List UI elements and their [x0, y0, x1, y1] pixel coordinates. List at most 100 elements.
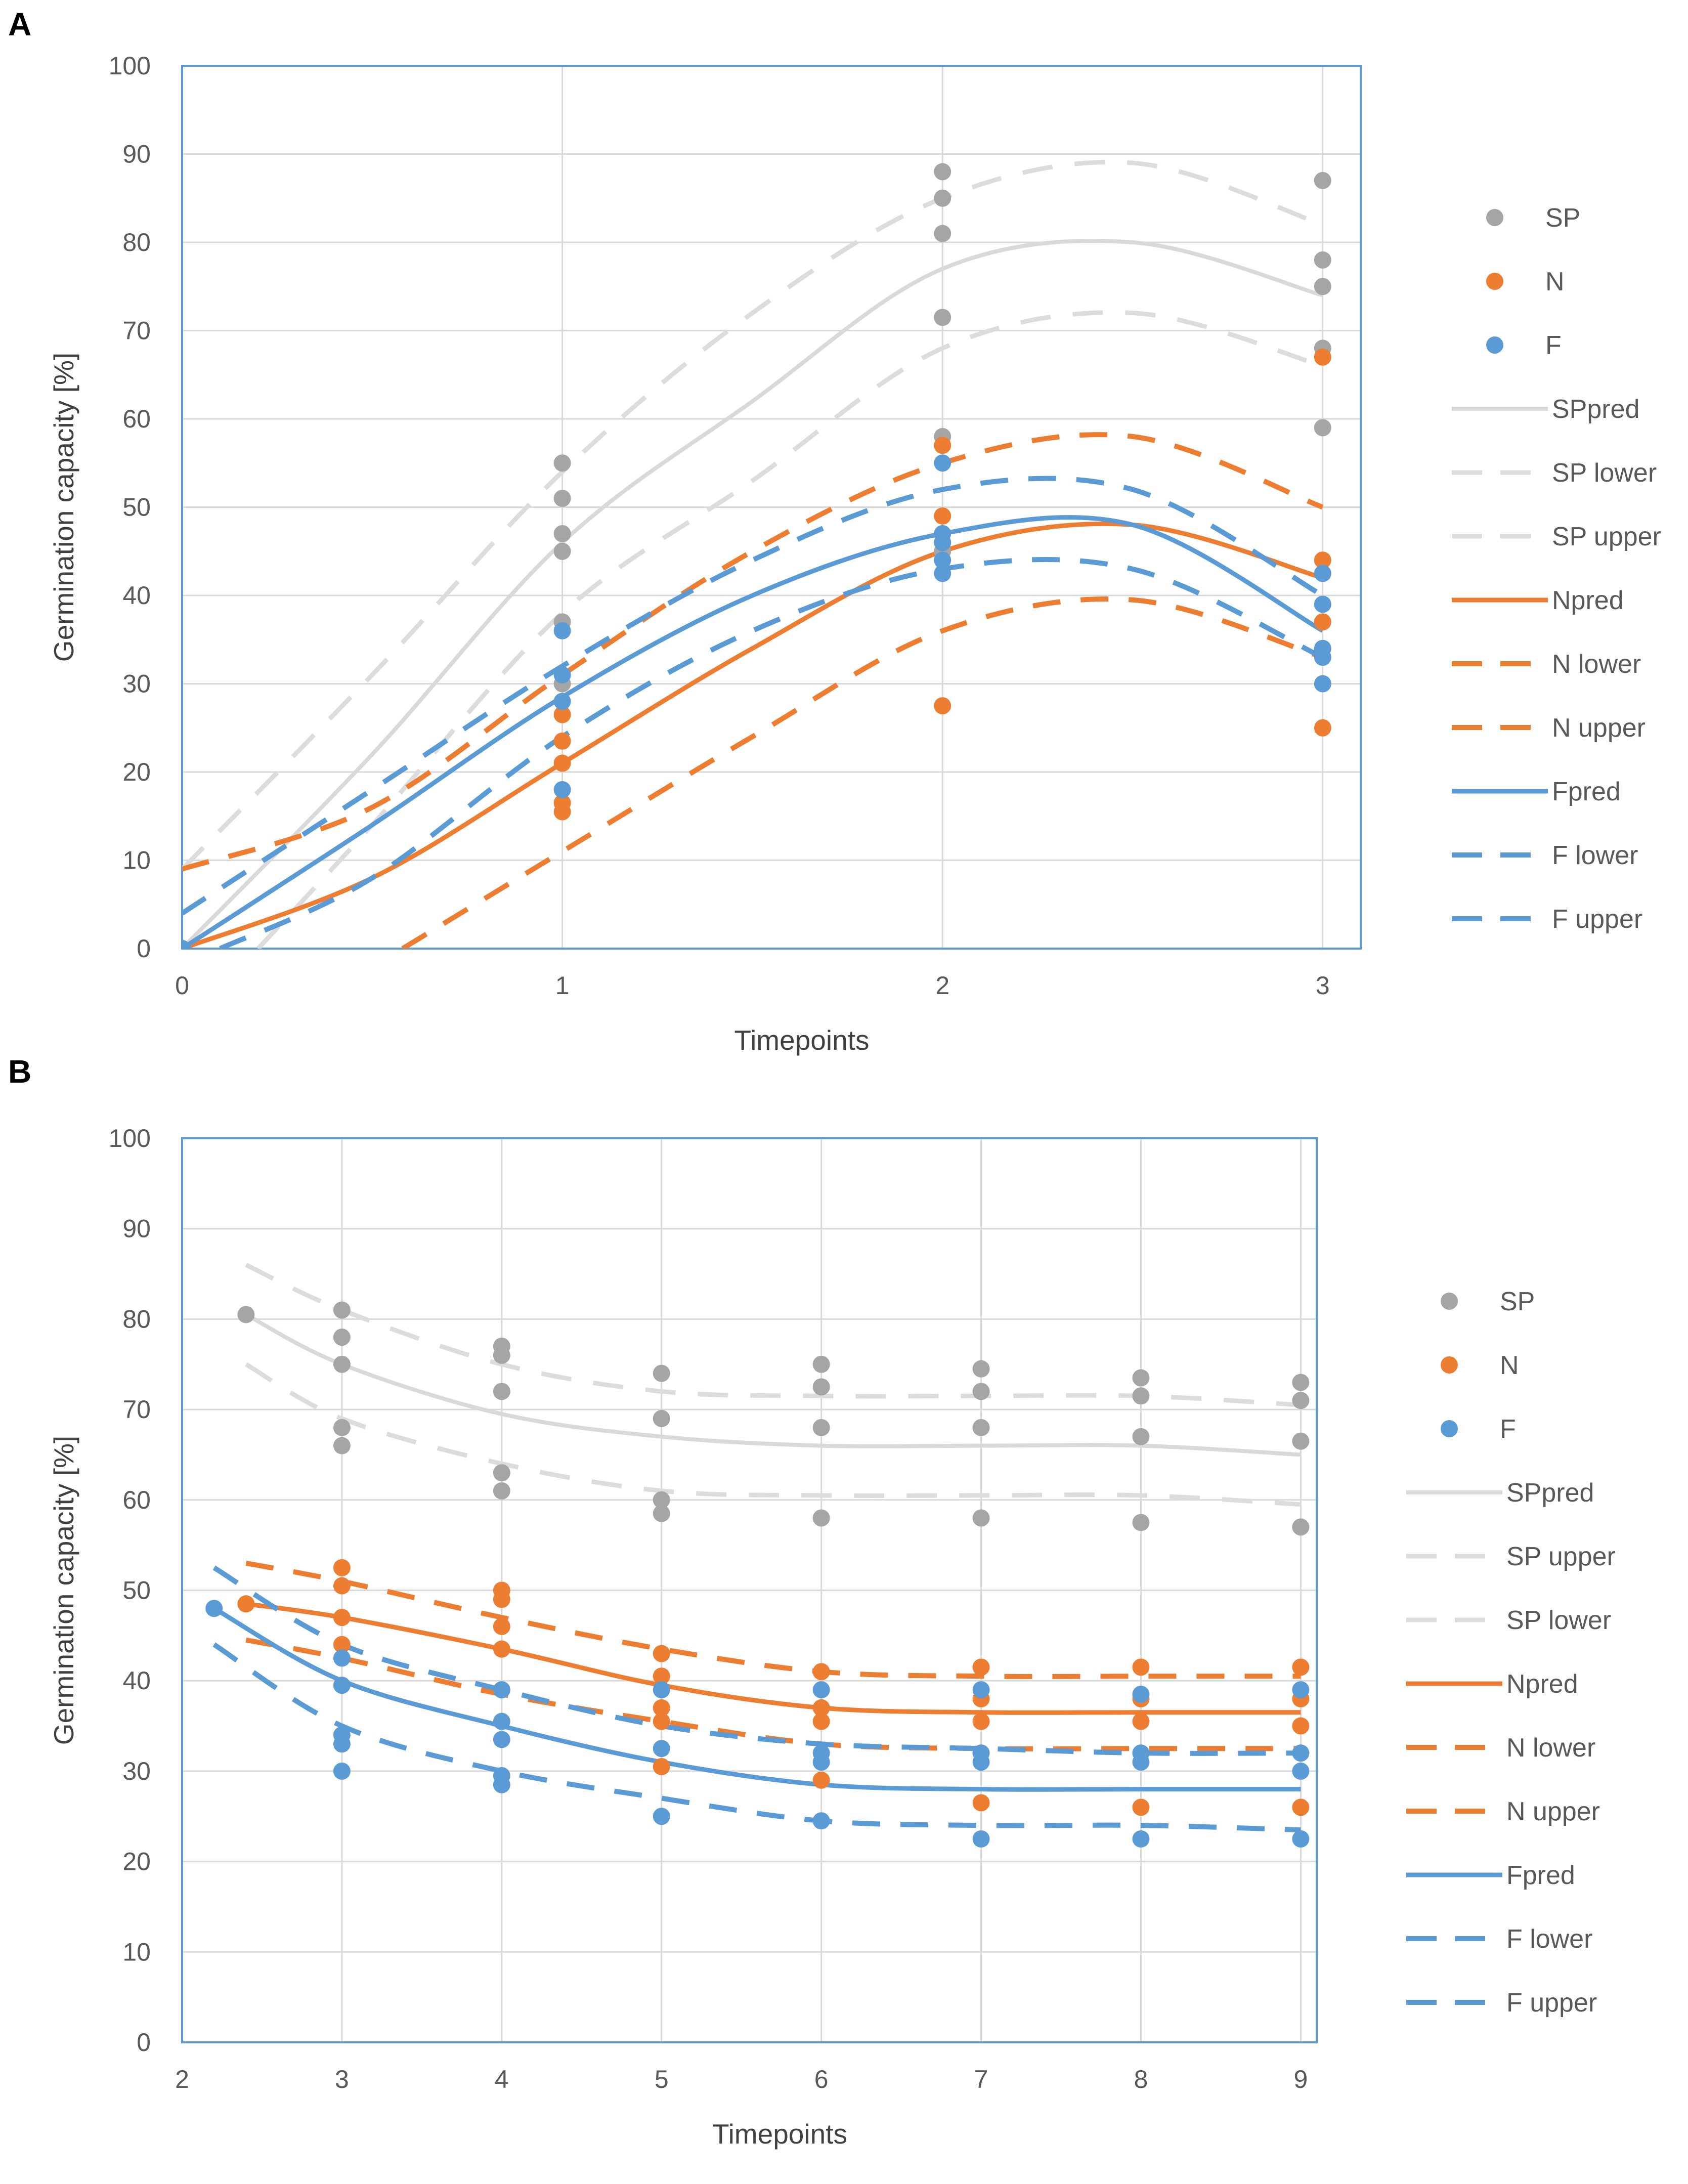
panel-b-legend-label-f: F [1500, 1415, 1516, 1444]
panel-a-point-f [1314, 595, 1331, 613]
panel-a-point-f [934, 534, 951, 551]
panel-b-y-tick-label: 40 [122, 1666, 151, 1695]
panel-a-y-tick-label: 90 [122, 140, 151, 168]
panel-a-point-sp [934, 189, 951, 207]
panel-b-point-f [653, 1808, 670, 1825]
panel-b-point-n [1132, 1712, 1150, 1730]
panel-a-legend-label-sp-upper: SP upper [1552, 522, 1661, 551]
panel-b-legend-label-n-upper: N upper [1506, 1797, 1600, 1826]
panel-a-point-n [553, 803, 571, 821]
panel-b-point-f [333, 1735, 351, 1753]
panel-b-point-n [333, 1559, 351, 1576]
panel-b-point-n [653, 1758, 670, 1775]
panel-a-point-sp [934, 309, 951, 326]
panel-b-legend-label-sppred: SPpred [1506, 1478, 1594, 1508]
panel-b-point-n [333, 1609, 351, 1626]
panel-b-point-f [493, 1681, 510, 1699]
panel-b-point-n [333, 1636, 351, 1653]
panel-b-line-sppred [245, 1312, 1301, 1457]
panel-b-y-tick-label: 30 [122, 1757, 151, 1785]
panel-b-point-f [1292, 1681, 1310, 1699]
panel-b-point-n [972, 1794, 990, 1812]
panel-b-point-f [1292, 1744, 1310, 1762]
panel-a-legend-marker-n [1486, 273, 1503, 290]
panel-b-x-axis-label: Timepoints [712, 2118, 847, 2150]
panel-b-legend-label-sp-upper: SP upper [1506, 1542, 1616, 1571]
panel-b-point-sp [972, 1419, 990, 1436]
panel-a-point-f [553, 622, 571, 639]
panel-b-plot-frame [181, 1137, 1318, 2043]
panel-a-y-tick-label: 80 [122, 228, 151, 256]
panel-a-point-n [1314, 551, 1331, 569]
panel-a-point-f [1314, 649, 1331, 666]
panel-a-legend-label-npred: Npred [1552, 586, 1624, 615]
panel-a-letter: A [8, 6, 31, 42]
panel-a-legend-label-sp: SP [1545, 203, 1580, 233]
panel-b-legend-label-f-upper: F upper [1506, 1988, 1597, 2018]
panel-b-point-n [812, 1771, 830, 1789]
panel-a-line-n-lower [401, 596, 1324, 949]
panel-b-legend-marker-sp [1441, 1293, 1458, 1310]
panel-b-point-sp [812, 1509, 830, 1527]
panel-b-point-sp [493, 1383, 510, 1400]
panel-b-plot-area [205, 1263, 1310, 1848]
panel-a-point-sp [553, 490, 571, 507]
panel-b-y-tick-label: 70 [122, 1395, 151, 1424]
panel-a-line-f-lower [219, 557, 1324, 949]
panel-b-point-n [653, 1712, 670, 1730]
panel-a-point-f [553, 781, 571, 798]
panel-b-point-f [653, 1681, 670, 1699]
panel-b-point-f [1292, 1762, 1310, 1780]
panel-b-point-n [333, 1577, 351, 1595]
panel-a-point-n [553, 754, 571, 772]
chart-panel-b: 0 10 20 30 40 50 60 70 80 90 100 2 3 4 5 6 7 8 9 Timepoints… [48, 1124, 1616, 2150]
panel-b-point-n [1292, 1717, 1310, 1735]
panel-b-point-sp [1132, 1387, 1150, 1405]
panel-a-legend-label-n: N [1545, 267, 1565, 296]
panel-a-point-f [1314, 565, 1331, 582]
panel-b-point-f [493, 1776, 510, 1793]
panel-b-point-f [972, 1753, 990, 1771]
panel-a-point-n [934, 437, 951, 454]
panel-b-x-tick-label: 3 [335, 2065, 349, 2093]
panel-b-line-n-upper [245, 1560, 1301, 1679]
panel-b-line-sp-lower [245, 1362, 1301, 1507]
panel-b-point-f [333, 1677, 351, 1694]
panel-a-plot-frame [181, 65, 1362, 950]
panel-a-line-sp-upper [182, 159, 1324, 871]
panel-a-x-tick-label: 2 [935, 971, 949, 1000]
panel-b-point-sp [1292, 1392, 1310, 1409]
panel-b-point-n [1292, 1798, 1310, 1816]
panel-b-line-f-upper [212, 1565, 1301, 1756]
panel-b-x-tick-label: 4 [495, 2065, 509, 2093]
panel-a-point-sp [553, 454, 571, 472]
panel-b-point-n [812, 1712, 830, 1730]
panel-b-legend-label-fpred: Fpred [1506, 1861, 1575, 1890]
panel-b-point-n [493, 1617, 510, 1635]
panel-b-point-n [1132, 1798, 1150, 1816]
panel-a-point-sp [553, 525, 571, 542]
panel-a-y-tick-label: 50 [122, 493, 151, 522]
panel-b-point-n [972, 1712, 990, 1730]
panel-a-point-n [553, 706, 571, 723]
panel-b-point-sp [1132, 1369, 1150, 1387]
panel-a-line-n-upper [182, 432, 1324, 872]
panel-a-x-tick-label: 1 [555, 971, 570, 1000]
panel-a-line-sp-lower [256, 310, 1324, 949]
panel-b-line-n-lower [245, 1637, 1301, 1751]
panel-b-y-tick-label: 60 [122, 1486, 151, 1514]
panel-b-point-sp [333, 1419, 351, 1436]
panel-b-point-sp [333, 1437, 351, 1454]
panel-a-point-f [934, 565, 951, 582]
panel-a-point-n [934, 507, 951, 525]
panel-b-point-sp [1132, 1428, 1150, 1445]
panel-a-point-n [553, 732, 571, 750]
panel-b-y-tick-label: 100 [109, 1124, 151, 1152]
panel-b-point-n [972, 1658, 990, 1676]
panel-a-line-fpred [182, 515, 1324, 949]
panel-a-legend-marker-f [1486, 336, 1503, 354]
panel-a-legend-label-fpred: Fpred [1552, 777, 1621, 806]
panel-a-y-tick-label: 60 [122, 405, 151, 433]
panel-b-point-sp [972, 1509, 990, 1527]
panel-a-legend-marker-sp [1486, 209, 1503, 226]
